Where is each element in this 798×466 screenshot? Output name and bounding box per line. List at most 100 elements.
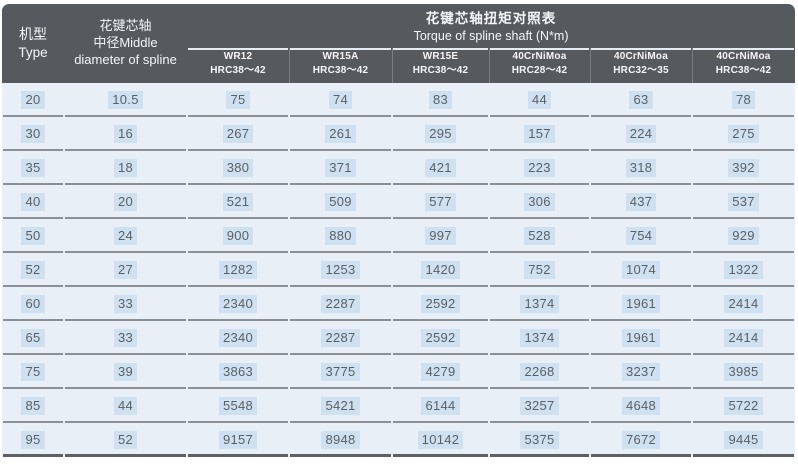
highlighted-value: 20 — [113, 193, 138, 211]
cell-torque: 157 — [489, 117, 590, 151]
cell-torque: 5421 — [289, 389, 392, 423]
table-body: 20 10.5 75 74 83 44 63 78 30 16 267 261 295 157 224 275… — [2, 83, 796, 457]
cell-diameter: 44 — [64, 389, 187, 423]
material-name: 40CrNiMoa — [613, 51, 669, 62]
highlighted-value: 44 — [113, 397, 138, 415]
cell-torque: 6144 — [392, 389, 489, 423]
cell-torque: 1253 — [289, 253, 392, 287]
cell-torque: 44 — [489, 83, 590, 117]
highlighted-value: 50 — [21, 227, 45, 245]
cell-torque: 5722 — [692, 389, 796, 423]
highlighted-value: 35 — [21, 159, 45, 177]
cell-torque: 2592 — [392, 321, 489, 355]
header-torque-title: 花键芯轴扭矩对照表 Torque of spline shaft (N*m) — [187, 4, 796, 48]
cell-torque: 4279 — [392, 355, 489, 389]
highlighted-value: 60 — [21, 295, 45, 313]
spline-torque-table-page: 机型 Type 花键芯轴 中径Middle diameter of spline… — [0, 4, 798, 466]
highlighted-value: 1420 — [421, 261, 460, 279]
material-name: WR12 — [223, 51, 253, 62]
highlighted-value: 40 — [21, 193, 45, 211]
highlighted-value: 224 — [625, 125, 657, 143]
cell-torque: 75 — [187, 83, 289, 117]
cell-type: 60 — [2, 287, 64, 321]
highlighted-value: 95 — [21, 431, 45, 449]
header-diameter-line2: 中径Middle — [93, 35, 158, 51]
cell-torque: 577 — [392, 185, 489, 219]
highlighted-value: 52 — [113, 431, 138, 449]
cell-torque: 1282 — [187, 253, 289, 287]
cell-diameter: 20 — [64, 185, 187, 219]
cell-torque: 8948 — [289, 423, 392, 457]
cell-torque: 1322 — [692, 253, 796, 287]
cell-torque: 3863 — [187, 355, 289, 389]
header-material-4: 40CrNiMoa HRC32～35 — [590, 48, 692, 83]
cell-torque: 261 — [289, 117, 392, 151]
highlighted-value: 2414 — [724, 295, 763, 313]
table-header: 机型 Type 花键芯轴 中径Middle diameter of spline… — [2, 4, 796, 83]
material-hardness: HRC32～35 — [613, 65, 669, 76]
highlighted-value: 306 — [524, 193, 555, 211]
table-row: 50 24 900 880 997 528 754 929 — [2, 219, 796, 253]
highlighted-value: 900 — [222, 227, 254, 245]
highlighted-value: 157 — [524, 125, 555, 143]
cell-torque: 2268 — [489, 355, 590, 389]
highlighted-value: 754 — [625, 227, 657, 245]
highlighted-value: 4279 — [421, 363, 460, 381]
header-diameter-column: 花键芯轴 中径Middle diameter of spline — [64, 4, 187, 83]
cell-torque: 3775 — [289, 355, 392, 389]
cell-torque: 63 — [590, 83, 692, 117]
cell-diameter: 10.5 — [64, 83, 187, 117]
cell-torque: 392 — [692, 151, 796, 185]
cell-type: 40 — [2, 185, 64, 219]
highlighted-value: 2340 — [218, 295, 258, 313]
cell-torque: 528 — [489, 219, 590, 253]
cell-type: 75 — [2, 355, 64, 389]
table-row: 85 44 5548 5421 6144 3257 4648 5722 — [2, 389, 796, 423]
highlighted-value: 1282 — [218, 261, 258, 279]
material-name: 40CrNiMoa — [716, 51, 771, 62]
material-name: WR15E — [422, 51, 459, 62]
header-type-en: Type — [18, 44, 48, 60]
table-row: 30 16 267 261 295 157 224 275 — [2, 117, 796, 151]
material-hardness: HRC28～42 — [511, 65, 568, 76]
highlighted-value: 52 — [21, 261, 45, 279]
highlighted-value: 20 — [21, 91, 45, 109]
cell-torque: 1074 — [590, 253, 692, 287]
header-material-2: WR15E HRC38～42 — [392, 48, 489, 83]
highlighted-value: 1961 — [621, 329, 661, 347]
cell-torque: 2592 — [392, 287, 489, 321]
highlighted-value: 4648 — [621, 397, 661, 415]
table-row: 75 39 3863 3775 4279 2268 3237 3985 — [2, 355, 796, 389]
highlighted-value: 5375 — [520, 431, 559, 449]
highlighted-value: 5548 — [218, 397, 258, 415]
highlighted-value: 74 — [328, 91, 353, 109]
highlighted-value: 509 — [325, 193, 356, 211]
highlighted-value: 380 — [222, 159, 254, 177]
highlighted-value: 223 — [524, 159, 555, 177]
cell-diameter: 27 — [64, 253, 187, 287]
cell-torque: 752 — [489, 253, 590, 287]
cell-diameter: 24 — [64, 219, 187, 253]
cell-torque: 83 — [392, 83, 489, 117]
material-hardness: HRC38～42 — [412, 65, 469, 76]
cell-torque: 537 — [692, 185, 796, 219]
cell-type: 30 — [2, 117, 64, 151]
highlighted-value: 10.5 — [108, 91, 143, 109]
highlighted-value: 295 — [425, 125, 456, 143]
torque-title-zh: 花键芯轴扭矩对照表 — [425, 10, 557, 26]
cell-torque: 754 — [590, 219, 692, 253]
cell-diameter: 16 — [64, 117, 187, 151]
cell-torque: 929 — [692, 219, 796, 253]
cell-torque: 1961 — [590, 321, 692, 355]
highlighted-value: 78 — [732, 91, 756, 109]
highlighted-value: 8948 — [321, 431, 360, 449]
highlighted-value: 577 — [425, 193, 456, 211]
highlighted-value: 7672 — [621, 431, 661, 449]
table-row: 60 33 2340 2287 2592 1374 1961 2414 — [2, 287, 796, 321]
table-row: 20 10.5 75 74 83 44 63 78 — [2, 83, 796, 117]
highlighted-value: 83 — [428, 91, 453, 109]
cell-diameter: 33 — [64, 287, 187, 321]
highlighted-value: 5421 — [321, 397, 360, 415]
cell-torque: 997 — [392, 219, 489, 253]
cell-torque: 1374 — [489, 287, 590, 321]
